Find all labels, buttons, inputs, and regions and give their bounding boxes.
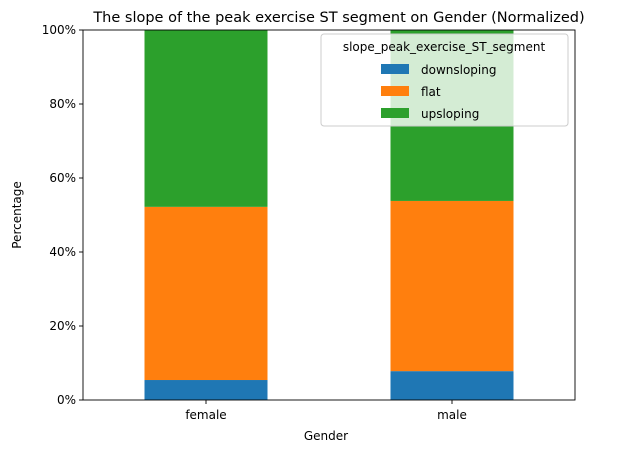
bar-female-downsloping: [144, 380, 268, 400]
x-axis: female male: [185, 400, 467, 422]
x-axis-label: Gender: [304, 429, 348, 443]
legend-title: slope_peak_exercise_ST_segment: [343, 40, 546, 54]
legend-swatch-flat: [381, 86, 409, 96]
legend-swatch-downsloping: [381, 64, 409, 74]
plot-frame: [82, 29, 576, 401]
bar-male-flat: [390, 200, 514, 372]
bar-female-flat: [144, 206, 268, 381]
legend-label-downsloping: downsloping: [421, 63, 496, 77]
y-tick-label: 20%: [49, 319, 76, 333]
bar-female-upsloping: [144, 30, 268, 207]
y-tick-label: 0%: [57, 393, 76, 407]
legend-label-upsloping: upsloping: [421, 107, 479, 121]
legend-box: [320, 33, 569, 127]
chart-title: The slope of the peak exercise ST segmen…: [92, 10, 584, 26]
x-tick-label: female: [185, 408, 226, 422]
legend-swatch-upsloping: [381, 108, 409, 118]
y-axis-label: Percentage: [10, 181, 24, 249]
y-tick-label: 40%: [49, 245, 76, 259]
y-axis: 0% 20% 40% 60% 80% 100%: [42, 23, 83, 407]
legend-label-flat: flat: [421, 85, 441, 99]
x-tick-label: male: [437, 408, 467, 422]
y-tick-label: 60%: [49, 171, 76, 185]
y-tick-label: 80%: [49, 97, 76, 111]
bar-male-downsloping: [390, 371, 514, 400]
y-tick-label: 100%: [42, 23, 76, 37]
legend: slope_peak_exercise_ST_segment downslopi…: [320, 33, 569, 127]
